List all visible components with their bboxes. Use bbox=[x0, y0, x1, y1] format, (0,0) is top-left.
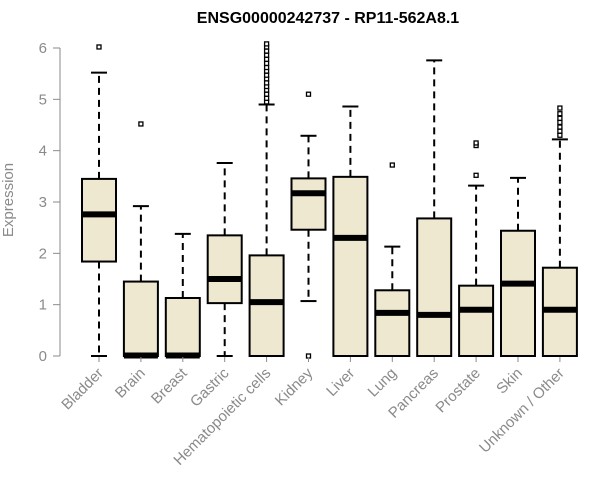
outlier-point bbox=[557, 105, 563, 111]
chart-title: ENSG00000242737 - RP11-562A8.1 bbox=[197, 10, 460, 27]
outlier-point bbox=[557, 111, 563, 117]
x-tick-label: Lung bbox=[365, 365, 401, 401]
y-axis: 0 1 2 3 4 5 6 bbox=[39, 40, 61, 365]
box-breast bbox=[164, 232, 201, 359]
box-iqr bbox=[248, 254, 285, 358]
outlier-point bbox=[557, 119, 563, 126]
outlier-point bbox=[557, 128, 563, 134]
box-iqr bbox=[122, 280, 159, 358]
box-hematopoietic-cells bbox=[248, 41, 285, 358]
x-tick-label: Prostate bbox=[432, 365, 484, 417]
y-tick-label: 5 bbox=[39, 91, 47, 108]
y-tick-label: 1 bbox=[39, 297, 47, 314]
outlier-point bbox=[557, 115, 563, 121]
box-gastric bbox=[206, 161, 243, 357]
x-tick-label: Breast bbox=[148, 364, 191, 407]
y-tick-label: 3 bbox=[39, 194, 47, 211]
outlier-point bbox=[96, 44, 102, 50]
outlier-point bbox=[473, 172, 479, 178]
outlier-point bbox=[263, 80, 270, 86]
outlier-point bbox=[389, 162, 395, 168]
box-iqr bbox=[81, 177, 117, 263]
outlier-point bbox=[263, 64, 270, 71]
box-iqr bbox=[206, 234, 243, 305]
box-skin bbox=[500, 176, 536, 358]
outlier-point bbox=[263, 72, 270, 78]
y-axis-label: Expression bbox=[0, 163, 17, 237]
box-liver bbox=[332, 105, 369, 357]
y-tick-label: 6 bbox=[39, 40, 47, 57]
outlier-point bbox=[263, 60, 270, 67]
box-prostate bbox=[458, 140, 495, 358]
x-tick-label: Skin bbox=[493, 365, 526, 398]
box-iqr bbox=[332, 175, 369, 357]
y-tick-label: 2 bbox=[39, 245, 47, 262]
outlier-point bbox=[557, 124, 563, 130]
boxes-group bbox=[81, 41, 578, 359]
y-tick-label: 0 bbox=[39, 348, 47, 365]
outlier-point bbox=[263, 91, 270, 97]
box-lung bbox=[374, 162, 411, 357]
box-brain bbox=[122, 121, 159, 359]
outlier-point bbox=[263, 95, 270, 101]
outlier-point bbox=[263, 56, 270, 62]
box-iqr bbox=[500, 229, 536, 358]
x-tick-label: Kidney bbox=[272, 364, 317, 409]
outlier-point bbox=[305, 91, 312, 97]
box-iqr bbox=[290, 177, 327, 231]
outlier-point bbox=[263, 41, 270, 47]
box-iqr bbox=[164, 296, 201, 358]
box-pancreas bbox=[416, 59, 453, 357]
box-bladder bbox=[81, 44, 117, 357]
x-tick-label: Bladder bbox=[58, 365, 107, 414]
x-tick-label: Liver bbox=[323, 365, 358, 400]
outlier-point bbox=[473, 140, 479, 146]
box-iqr bbox=[416, 217, 453, 357]
box-unknown-other bbox=[541, 105, 578, 357]
outlier-point bbox=[557, 132, 563, 138]
box-kidney bbox=[290, 91, 327, 359]
x-tick-label: Brain bbox=[112, 365, 149, 402]
outlier-point bbox=[263, 52, 270, 58]
box-iqr bbox=[458, 284, 495, 358]
y-tick-label: 4 bbox=[39, 143, 47, 160]
outlier-point bbox=[138, 121, 144, 127]
outlier-point bbox=[263, 48, 270, 54]
box-iqr bbox=[374, 289, 411, 357]
